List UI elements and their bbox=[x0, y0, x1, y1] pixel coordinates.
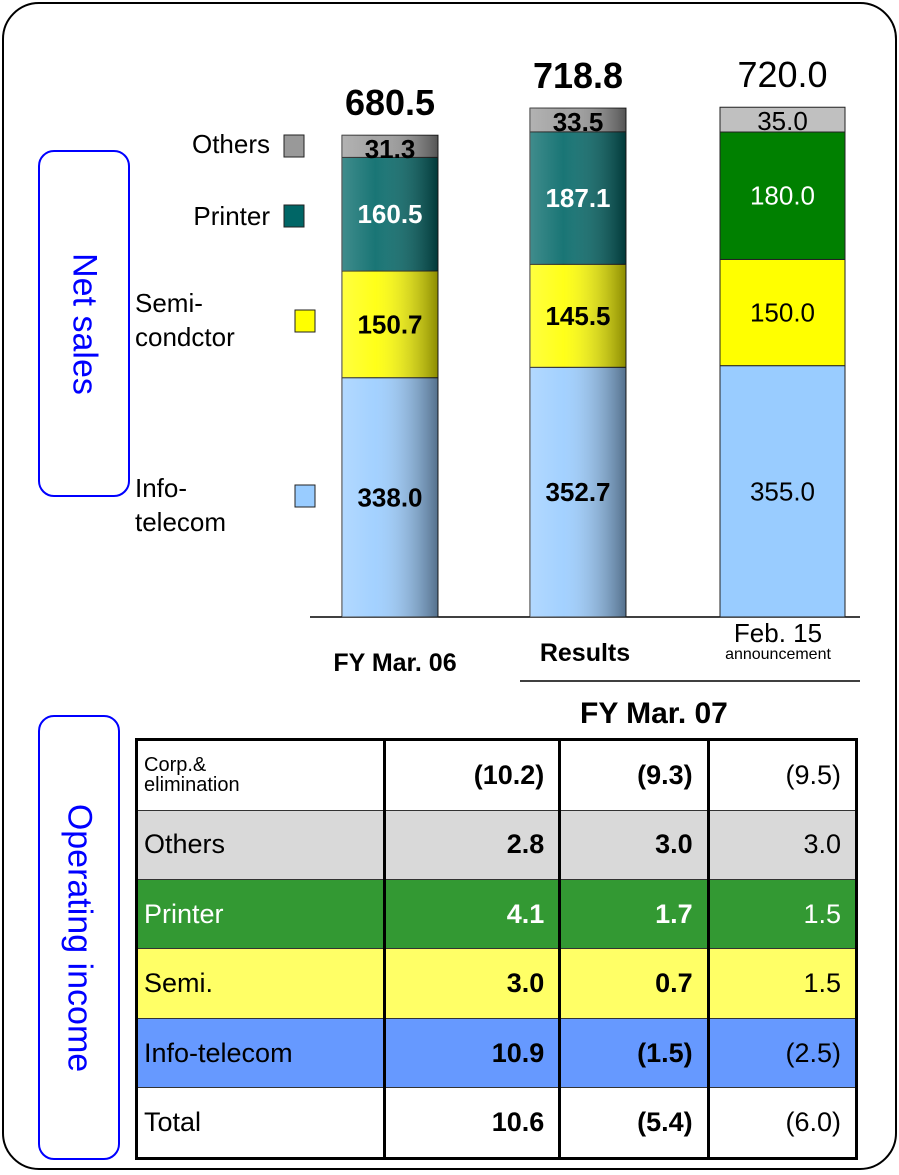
bar-shade bbox=[342, 271, 438, 378]
legend-swatch bbox=[283, 134, 305, 158]
table-cell: 3.0 bbox=[558, 809, 709, 880]
bar-segment bbox=[719, 131, 846, 260]
bar-shade bbox=[342, 157, 438, 272]
bar-segment bbox=[719, 106, 846, 133]
table-cell: Total bbox=[135, 1087, 385, 1159]
category-label: FY Mar. 06 bbox=[333, 649, 457, 677]
value-label: 33.5 bbox=[553, 107, 604, 137]
group-label: FY Mar. 07 bbox=[580, 697, 728, 730]
table-cell: 3.0 bbox=[706, 809, 857, 880]
value-label: 145.5 bbox=[545, 301, 610, 331]
total-label: 720.0 bbox=[737, 54, 827, 95]
table-cell: 2.8 bbox=[382, 809, 560, 880]
table-row: Info-telecom 10.9 (1.5) (2.5) bbox=[135, 1017, 857, 1088]
bar-segment bbox=[719, 258, 846, 367]
legend-swatch bbox=[294, 484, 316, 508]
value-label: 355.0 bbox=[750, 476, 815, 506]
category-label: Results bbox=[539, 639, 631, 667]
table-cell: Others bbox=[135, 809, 385, 880]
table-cell: (1.5) bbox=[558, 1017, 709, 1088]
table-cell: 1.7 bbox=[558, 878, 709, 949]
table-cell: 0.7 bbox=[558, 948, 709, 1019]
value-label: 352.7 bbox=[545, 477, 610, 507]
table-cell: 10.6 bbox=[382, 1087, 560, 1159]
bar-shade bbox=[530, 367, 626, 617]
value-label: 180.0 bbox=[750, 181, 815, 211]
table-row: Semi. 3.0 0.7 1.5 bbox=[135, 948, 857, 1019]
table-cell: (2.5) bbox=[706, 1017, 857, 1088]
table-cell: 4.1 bbox=[382, 878, 560, 949]
value-label: 150.7 bbox=[357, 309, 422, 339]
table-cell: Corp.& elimination bbox=[135, 739, 385, 810]
net-sales-label: Net sales bbox=[65, 252, 104, 395]
bar-shade bbox=[530, 131, 626, 265]
value-label: 150.0 bbox=[750, 298, 815, 328]
legend-label: Info- telecom bbox=[135, 473, 227, 537]
bar-shade bbox=[342, 135, 438, 158]
table-cell: Semi. bbox=[135, 948, 385, 1019]
table-cell: Printer bbox=[135, 878, 385, 949]
value-label: 338.0 bbox=[357, 482, 422, 512]
value-label: 187.1 bbox=[545, 183, 610, 213]
bar-shade bbox=[530, 264, 626, 368]
table-cell: (9.5) bbox=[706, 739, 857, 810]
value-label: 35.0 bbox=[757, 106, 808, 136]
table-cell: 10.9 bbox=[382, 1017, 560, 1088]
legend-swatch bbox=[294, 309, 316, 333]
table-row: Printer 4.1 1.7 1.5 bbox=[135, 878, 857, 949]
category-label: Feb. 15 announcement bbox=[725, 618, 831, 664]
bar-shade bbox=[342, 377, 438, 617]
bar-shade bbox=[530, 108, 626, 132]
value-label: 31.3 bbox=[365, 134, 416, 164]
table-cell: Info-telecom bbox=[135, 1017, 385, 1088]
total-label: 680.5 bbox=[345, 82, 435, 123]
table-row: Total 10.6 (5.4) (6.0) bbox=[135, 1087, 857, 1159]
table-cell: 1.5 bbox=[706, 878, 857, 949]
table-cell: 1.5 bbox=[706, 948, 857, 1019]
operating-income-box: Operating income bbox=[38, 715, 120, 1160]
total-label: 718.8 bbox=[533, 55, 623, 96]
table-cell: (5.4) bbox=[558, 1087, 709, 1159]
legend-label: Others bbox=[191, 129, 270, 159]
table-cell: (10.2) bbox=[382, 739, 560, 810]
legend-label: Printer bbox=[193, 201, 270, 231]
table-row: Corp.& elimination (10.2) (9.3) (9.5) bbox=[135, 739, 857, 810]
operating-income-table: Corp.& elimination (10.2) (9.3) (9.5) Others… bbox=[135, 738, 858, 1160]
table-cell: 3.0 bbox=[382, 948, 560, 1019]
legend-swatch bbox=[283, 204, 305, 228]
operating-income-label: Operating income bbox=[60, 803, 99, 1072]
table-cell: (6.0) bbox=[706, 1087, 857, 1159]
net-sales-box: Net sales bbox=[38, 150, 130, 497]
table-cell: (9.3) bbox=[558, 739, 709, 810]
table-row: Others 2.8 3.0 3.0 bbox=[135, 809, 857, 880]
legend-label: Semi- condctor bbox=[135, 288, 235, 352]
bar-segment bbox=[719, 365, 846, 618]
value-label: 160.5 bbox=[357, 199, 422, 229]
